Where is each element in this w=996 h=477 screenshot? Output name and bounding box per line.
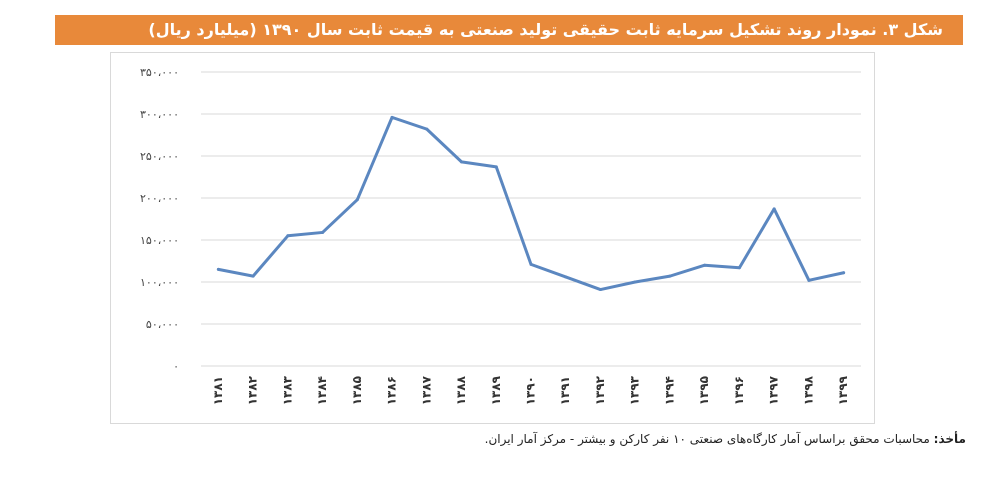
chart-title: شکل ۳. نمودار روند تشکیل سرمایه ثابت حقی… bbox=[55, 15, 963, 45]
data-point bbox=[564, 275, 568, 279]
y-tick-label: ۱۰۰،۰۰۰ bbox=[140, 276, 179, 289]
source-note: مأخذ: محاسبات محقق براساس آمار کارگاه‌ها… bbox=[485, 432, 966, 446]
x-tick-label: ۱۳۸۶ bbox=[385, 376, 399, 405]
x-tick-label: ۱۳۹۶ bbox=[732, 376, 746, 405]
data-point bbox=[251, 274, 255, 278]
x-tick-label: ۱۳۸۹ bbox=[489, 375, 503, 405]
data-point bbox=[772, 207, 776, 211]
x-tick-label: ۱۳۹۲ bbox=[593, 375, 607, 405]
data-point bbox=[355, 198, 359, 202]
x-tick-label: ۱۳۹۵ bbox=[697, 376, 711, 405]
source-label: مأخذ: bbox=[933, 432, 966, 446]
x-tick-label: ۱۳۸۸ bbox=[454, 375, 468, 405]
data-point bbox=[390, 115, 394, 119]
x-tick-label: ۱۳۹۱ bbox=[558, 376, 572, 405]
y-tick-label: ۲۰۰،۰۰۰ bbox=[140, 192, 179, 205]
y-tick-label: ۳۰۰،۰۰۰ bbox=[140, 108, 179, 121]
data-point bbox=[703, 263, 707, 267]
data-point bbox=[529, 262, 533, 266]
data-point bbox=[216, 267, 220, 271]
x-tick-label: ۱۳۹۰ bbox=[524, 376, 538, 405]
y-tick-label: ۰ bbox=[173, 360, 179, 373]
data-point bbox=[425, 127, 429, 131]
x-tick-label: ۱۳۹۳ bbox=[628, 375, 642, 405]
data-point bbox=[598, 288, 602, 292]
x-tick-label: ۱۳۸۲ bbox=[246, 375, 260, 405]
data-point bbox=[460, 160, 464, 164]
data-point bbox=[842, 271, 846, 275]
data-point bbox=[668, 274, 672, 278]
data-point bbox=[737, 266, 741, 270]
x-tick-label: ۱۳۹۸ bbox=[801, 375, 815, 405]
chart-area: ۰ ۵۰،۰۰۰ ۱۰۰،۰۰۰ ۱۵۰،۰۰۰ ۲۰۰،۰۰۰ ۲۵۰،۰۰۰ ۳۰۰،۰… bbox=[110, 52, 875, 424]
data-point bbox=[494, 165, 498, 169]
source-text: محاسبات محقق براساس آمار کارگاه‌های صنعت… bbox=[484, 432, 934, 446]
data-point bbox=[286, 234, 290, 238]
x-tick-label: ۱۳۹۹ bbox=[836, 375, 850, 405]
x-tick-label: ۱۳۹۷ bbox=[767, 375, 781, 405]
data-point bbox=[321, 230, 325, 234]
data-point bbox=[807, 278, 811, 282]
x-tick-label: ۱۳۸۷ bbox=[419, 375, 433, 405]
line-chart: ۰ ۵۰،۰۰۰ ۱۰۰،۰۰۰ ۱۵۰،۰۰۰ ۲۰۰،۰۰۰ ۲۵۰،۰۰۰ ۳۰۰،۰… bbox=[140, 66, 861, 405]
x-tick-label: ۱۳۹۴ bbox=[662, 376, 676, 405]
y-tick-label: ۳۵۰،۰۰۰ bbox=[140, 66, 179, 79]
data-point bbox=[633, 280, 637, 284]
y-tick-label: ۱۵۰،۰۰۰ bbox=[140, 234, 179, 247]
x-tick-label: ۱۳۸۴ bbox=[315, 376, 329, 405]
x-tick-label: ۱۳۸۱ bbox=[211, 376, 225, 405]
y-tick-label: ۵۰،۰۰۰ bbox=[146, 318, 179, 331]
x-tick-label: ۱۳۸۵ bbox=[350, 376, 364, 405]
x-tick-label: ۱۳۸۳ bbox=[280, 375, 294, 405]
y-tick-label: ۲۵۰،۰۰۰ bbox=[140, 150, 179, 163]
